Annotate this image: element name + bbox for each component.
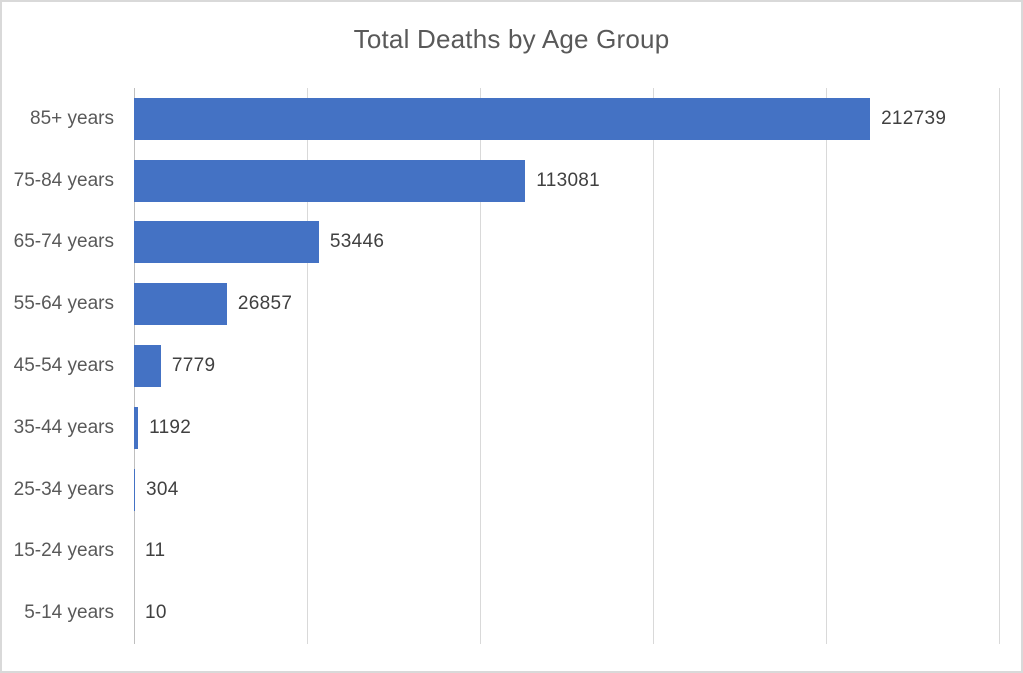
bar [134,344,161,387]
bar-row: 65-74 years 53446 [14,212,999,274]
category-label: 35-44 years [13,416,114,438]
bar-row: 15-24 years 11 [14,520,999,582]
bar-row: 35-44 years 1192 [14,397,999,459]
value-label: 11 [145,540,166,562]
value-label: 26857 [237,293,293,315]
gridline [307,88,308,644]
category-label: 45-54 years [13,354,114,376]
value-label: 10 [145,602,167,624]
value-label: 1192 [149,416,192,438]
value-label: 113081 [536,169,601,191]
bar-row: 55-64 years 26857 [14,273,999,335]
bar [134,221,319,264]
bar [134,406,139,449]
gridline [653,88,654,644]
bar-row: 75-84 years 113081 [14,150,999,212]
plot-area: 85+ years 212739 75-84 years 113081 65-74 ye… [14,88,1000,644]
bar [134,97,871,140]
bar-row: 5-14 years 10 [24,582,999,644]
category-label: 75-84 years [13,169,114,191]
bar-row: 85+ years 212739 [30,88,999,150]
category-label: 15-24 years [13,540,114,562]
category-label: 55-64 years [13,293,114,315]
value-label: 7779 [171,354,216,376]
bar [134,468,136,511]
bar [134,283,227,326]
bar [134,159,526,202]
bar-row: 25-34 years 304 [14,459,999,521]
gridline [480,88,481,644]
value-label: 212739 [881,107,947,129]
category-label: 25-34 years [13,478,114,500]
gridline [999,88,1000,644]
bar-row: 45-54 years 7779 [14,335,999,397]
value-label: 304 [146,478,179,500]
category-label: 5-14 years [24,602,114,624]
value-label: 53446 [329,231,385,253]
category-label: 65-74 years [13,231,114,253]
gridline [826,88,827,644]
chart-title: Total Deaths by Age Group [353,24,670,54]
category-label: 85+ years [30,107,114,129]
